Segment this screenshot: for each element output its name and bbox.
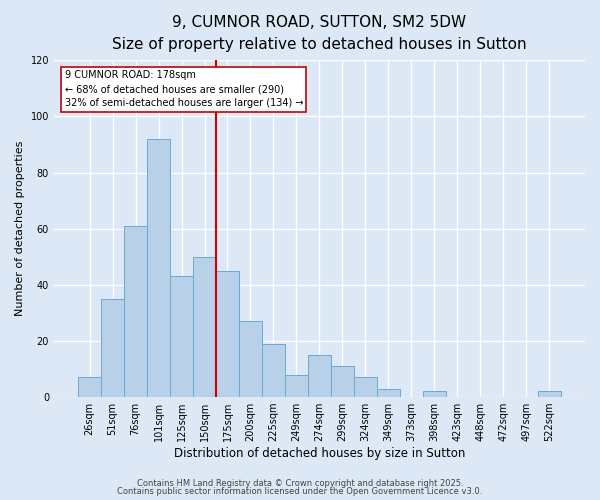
Bar xyxy=(101,299,124,397)
Title: 9, CUMNOR ROAD, SUTTON, SM2 5DW
Size of property relative to detached houses in : 9, CUMNOR ROAD, SUTTON, SM2 5DW Size of … xyxy=(112,15,527,52)
Bar xyxy=(147,139,170,397)
Bar xyxy=(354,378,377,397)
Bar xyxy=(216,271,239,397)
Text: 9 CUMNOR ROAD: 178sqm
← 68% of detached houses are smaller (290)
32% of semi-det: 9 CUMNOR ROAD: 178sqm ← 68% of detached … xyxy=(65,70,303,108)
Bar xyxy=(239,322,262,397)
Bar xyxy=(193,257,216,397)
Bar xyxy=(377,388,400,397)
Bar xyxy=(423,392,446,397)
Bar xyxy=(170,276,193,397)
Bar xyxy=(124,226,147,397)
Bar xyxy=(285,374,308,397)
Text: Contains HM Land Registry data © Crown copyright and database right 2025.: Contains HM Land Registry data © Crown c… xyxy=(137,478,463,488)
Text: Contains public sector information licensed under the Open Government Licence v3: Contains public sector information licen… xyxy=(118,487,482,496)
Y-axis label: Number of detached properties: Number of detached properties xyxy=(15,141,25,316)
Bar xyxy=(78,378,101,397)
Bar xyxy=(262,344,285,397)
X-axis label: Distribution of detached houses by size in Sutton: Distribution of detached houses by size … xyxy=(174,447,465,460)
Bar xyxy=(538,392,561,397)
Bar xyxy=(308,355,331,397)
Bar xyxy=(331,366,354,397)
